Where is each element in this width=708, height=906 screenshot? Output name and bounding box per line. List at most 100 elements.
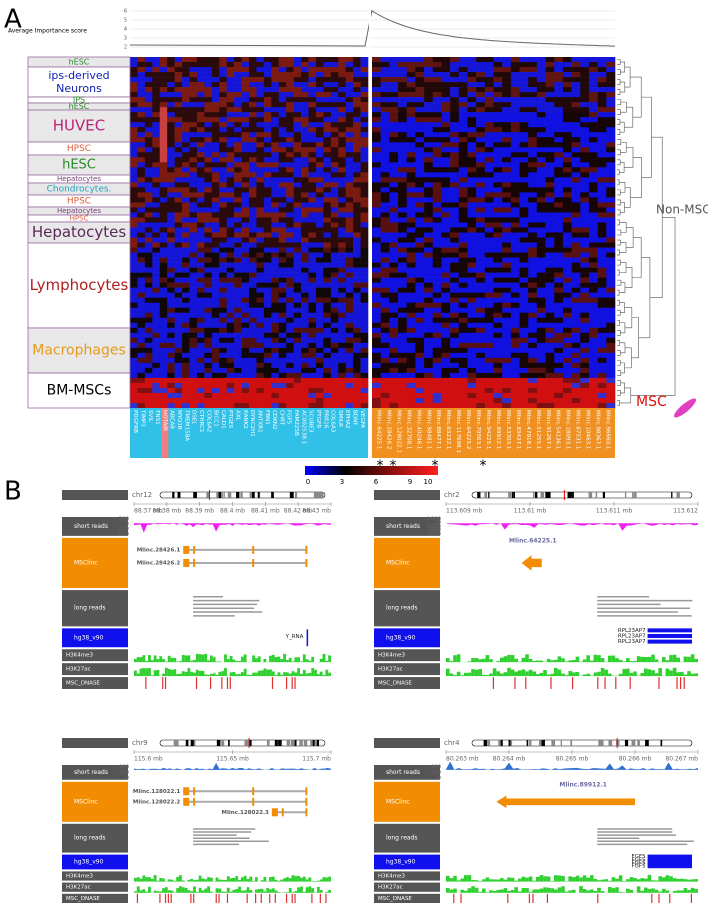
chip-signal [536,660,540,663]
heatmap-cell [204,377,213,384]
cell-type-label: HPSC [67,144,91,154]
heatmap-cell [234,147,242,153]
heatmap-cell [554,187,564,193]
heatmap-cell [502,72,512,78]
heatmap-cell [152,277,161,283]
heatmap-cell [441,282,451,288]
heatmap-cell [219,172,227,178]
heatmap-cell [278,142,287,148]
heatmap-cell [458,62,468,68]
chip-signal [246,674,250,677]
heatmap-cell [372,152,381,158]
heatmap-cell [484,397,494,404]
heatmap-cell [467,267,477,273]
heatmap-cell [301,147,309,153]
heatmap-cell [588,237,598,243]
heatmap-cell [219,122,227,128]
heatmap-cell [226,302,235,309]
heatmap-cell [130,322,138,329]
heatmap-cell [219,292,227,298]
gene-label: DYNC2H1 [249,410,255,437]
heatmap-cell [484,357,494,364]
heatmap-cell [323,177,332,183]
dendrogram [617,350,621,356]
heatmap-cell [278,342,287,349]
heatmap-cell [182,172,190,178]
heatmap-cell [415,372,425,379]
heatmap-cell [330,132,339,138]
chip-signal [201,878,205,882]
heatmap-cell [271,347,280,354]
heatmap-cell [323,172,332,178]
chip-signal [229,672,233,677]
heatmap-cell [330,97,339,103]
heatmap-cell [249,287,257,293]
heatmap-cell [476,257,486,263]
heatmap-cell [345,267,354,273]
heatmap-cell [450,67,460,73]
scale-label: 200 [119,770,130,776]
heatmap-cell [219,302,227,309]
heatmap-cell [510,372,520,379]
chip-signal [274,657,278,663]
heatmap-cell [256,317,265,324]
heatmap-cell [415,147,425,153]
exon [305,558,308,567]
heatmap-cell [510,307,520,314]
heatmap-cell [144,372,153,379]
heatmap-cell [597,242,607,248]
heatmap-cell [606,252,616,258]
heatmap-cell [398,392,408,399]
heatmap-cell [204,277,213,283]
heatmap-cell [278,242,287,248]
heatmap-cell [580,207,590,213]
heatmap-cell [152,372,161,379]
heatmap-cell [536,202,546,208]
heatmap-cell [476,272,486,278]
heatmap-cell [360,177,369,183]
heatmap-cell [360,292,369,298]
heatmap-cell [493,297,503,303]
heatmap-cell [263,152,272,158]
heatmap-cell [458,57,468,63]
heatmap-cell [338,162,346,168]
heatmap-cell [510,272,520,278]
cell-type-label: Hepatocytes [57,207,101,215]
heatmap-cell [484,237,494,243]
heatmap-cell [571,337,581,344]
gene-label: Mlinc.83437.1 [515,410,521,450]
heatmap-cell [174,292,183,298]
heatmap-cell [130,147,138,153]
heatmap-cell [323,397,332,404]
heatmap-cell [424,162,434,168]
chip-signal [181,671,185,677]
dendrogram [619,387,632,404]
chip-signal [142,875,146,882]
heatmap-cell [398,132,408,138]
heatmap-cell [278,252,287,258]
heatmap-cell [278,162,287,168]
heatmap-cell [278,352,287,359]
heatmap-cell [271,217,280,223]
heatmap-cell [196,112,205,118]
heatmap-cell [211,367,220,374]
heatmap-cell [484,192,494,198]
heatmap-cell [278,187,287,193]
heatmap-cell [519,167,529,173]
heatmap-cell [476,327,486,334]
heatmap-cell [536,342,546,349]
heatmap-cell [458,147,468,153]
heatmap-cell [196,227,205,233]
heatmap-cell [263,137,272,143]
heatmap-cell [493,397,503,404]
heatmap-cell [360,287,369,293]
heatmap-cell [380,242,390,248]
chip-signal [658,668,662,677]
heatmap-cell [315,182,324,188]
heatmap-cell [441,147,451,153]
heatmap-cell [519,142,529,148]
heatmap-cell [415,177,425,183]
heatmap-cell [389,207,399,213]
heatmap-cell [219,387,227,394]
heatmap-cell [241,397,250,404]
